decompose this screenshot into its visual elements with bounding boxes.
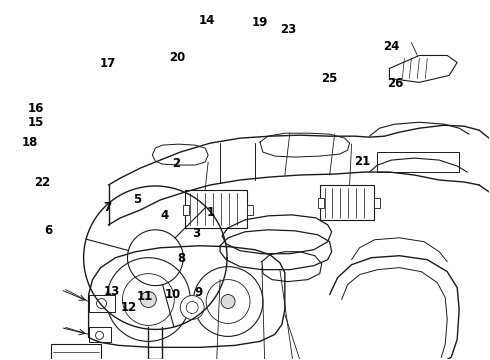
Text: 9: 9	[195, 287, 203, 300]
Text: 18: 18	[22, 136, 38, 149]
Bar	[247, 205, 253, 215]
Text: 11: 11	[137, 290, 153, 303]
Text: 13: 13	[104, 285, 121, 298]
Circle shape	[206, 280, 250, 323]
Bar	[51, 345, 100, 360]
Text: 5: 5	[133, 193, 142, 206]
Text: 25: 25	[321, 72, 337, 85]
Text: 1: 1	[207, 206, 215, 219]
Circle shape	[97, 298, 106, 309]
Text: 21: 21	[354, 155, 370, 168]
Text: 3: 3	[192, 227, 200, 240]
Text: 20: 20	[170, 51, 186, 64]
Text: 24: 24	[383, 40, 400, 53]
Bar	[377, 152, 459, 172]
Text: 22: 22	[34, 176, 50, 189]
Circle shape	[96, 332, 103, 339]
Text: 14: 14	[199, 14, 215, 27]
Text: 17: 17	[99, 57, 116, 70]
Bar	[89, 328, 111, 342]
Text: 2: 2	[172, 157, 181, 170]
Bar	[183, 205, 189, 215]
Bar	[89, 294, 115, 312]
Circle shape	[122, 274, 174, 325]
Text: 10: 10	[165, 288, 181, 301]
Text: 26: 26	[387, 77, 404, 90]
Bar	[185, 190, 247, 228]
Circle shape	[180, 296, 204, 319]
Text: 4: 4	[160, 210, 169, 222]
Bar	[318, 198, 324, 208]
Text: 15: 15	[28, 116, 44, 129]
Circle shape	[221, 294, 235, 309]
Text: 6: 6	[45, 224, 53, 237]
Text: 16: 16	[28, 102, 44, 115]
Text: 23: 23	[280, 23, 296, 36]
Circle shape	[106, 258, 190, 341]
Text: 7: 7	[103, 202, 111, 215]
Text: 12: 12	[121, 301, 137, 314]
Circle shape	[141, 292, 156, 307]
Text: 8: 8	[177, 252, 186, 265]
Text: 19: 19	[251, 16, 268, 29]
Circle shape	[186, 302, 198, 314]
Circle shape	[193, 267, 263, 336]
Bar	[319, 185, 374, 220]
Bar	[374, 198, 380, 208]
